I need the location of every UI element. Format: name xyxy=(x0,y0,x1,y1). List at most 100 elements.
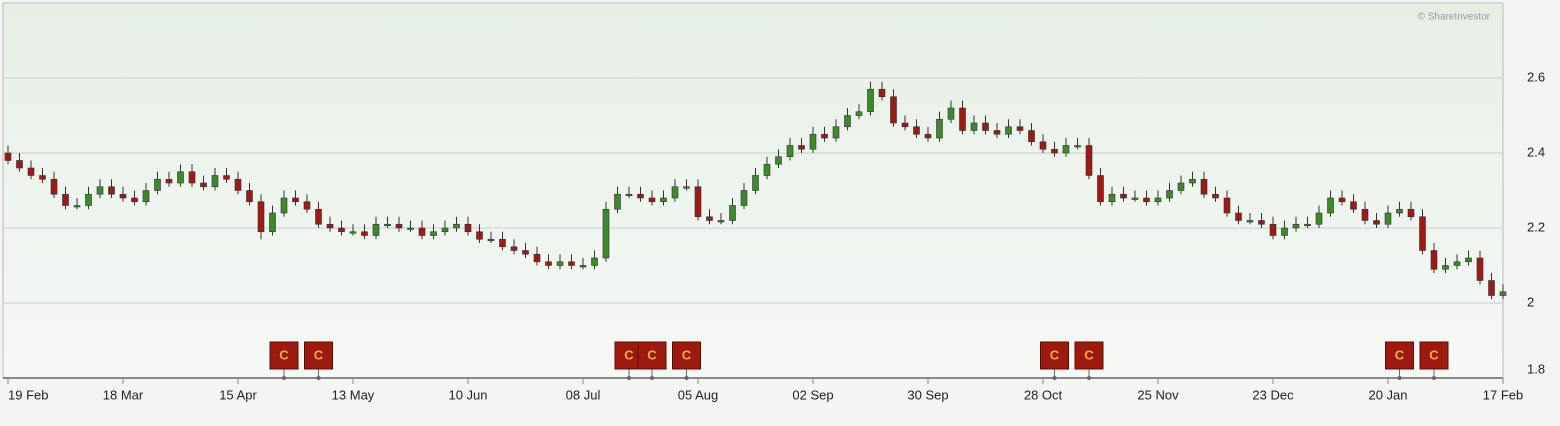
candle-body xyxy=(1465,257,1472,263)
candle-body xyxy=(763,163,771,176)
candle-body xyxy=(4,152,12,161)
candle-body xyxy=(1373,220,1380,225)
candle-body xyxy=(395,223,403,229)
candle-body xyxy=(1120,193,1127,199)
y-tick-label: 2.2 xyxy=(1527,219,1545,234)
candle-body xyxy=(1304,223,1311,227)
candle-body xyxy=(154,178,161,191)
candle-body xyxy=(959,107,966,131)
candle-body xyxy=(798,145,805,150)
candle-body xyxy=(441,227,449,233)
candle-body xyxy=(1246,220,1254,223)
candle-body xyxy=(545,261,552,266)
marker-label: C xyxy=(682,347,692,362)
candle-body xyxy=(349,231,357,234)
candle-body xyxy=(683,186,690,189)
candle-body xyxy=(579,265,587,268)
marker-dot xyxy=(684,376,689,380)
candle-body xyxy=(522,250,529,255)
candle-body xyxy=(407,227,414,230)
candle-body xyxy=(177,171,184,184)
candle-body xyxy=(1085,145,1093,176)
candle-body xyxy=(338,227,345,233)
marker-dot xyxy=(1087,376,1091,380)
x-tick-label: 08 Jul xyxy=(566,387,601,402)
candle-body xyxy=(1327,197,1334,214)
candle-body xyxy=(303,201,311,210)
x-tick-label: 30 Sep xyxy=(907,387,948,402)
candle-body xyxy=(924,133,932,139)
marker-box xyxy=(1074,341,1104,370)
candle-body xyxy=(740,190,748,206)
x-tick-label: 10 Jun xyxy=(448,387,487,402)
x-tick-label: 02 Sep xyxy=(792,387,833,402)
candle-body xyxy=(637,193,644,199)
candle-body xyxy=(982,122,989,131)
candle-body xyxy=(292,197,299,203)
candle-body xyxy=(430,231,437,236)
candle-body xyxy=(671,186,679,199)
candle-body xyxy=(223,175,230,180)
candle-body xyxy=(1154,197,1162,203)
candle-body xyxy=(533,253,541,263)
candle-body xyxy=(821,133,828,139)
candle-body xyxy=(269,212,276,233)
candle-body xyxy=(234,178,242,191)
x-tick-label: 20 Jan xyxy=(1368,387,1407,402)
candle-body xyxy=(1039,141,1047,150)
marker-label: C xyxy=(1050,347,1060,362)
candle-body xyxy=(602,208,610,259)
marker-box xyxy=(637,341,667,370)
candle-body xyxy=(1166,190,1173,199)
candle-body xyxy=(568,261,575,266)
x-tick-label: 28 Oct xyxy=(1024,387,1063,402)
candle-body xyxy=(315,208,322,225)
x-tick-label: 17 Feb xyxy=(1483,387,1523,402)
candle-body xyxy=(1407,208,1415,218)
candle-body xyxy=(1350,201,1357,210)
candle-body xyxy=(832,126,840,139)
candle-body xyxy=(280,197,288,214)
candle-body xyxy=(211,175,219,188)
marker-dot xyxy=(1397,376,1402,380)
marker-label: C xyxy=(279,347,289,362)
candle-body xyxy=(775,156,782,165)
candle-body xyxy=(73,205,81,208)
candle-body xyxy=(648,197,656,203)
candle-body xyxy=(142,190,150,203)
x-tick-label: 25 Nov xyxy=(1137,387,1179,402)
marker-label: C xyxy=(624,347,634,362)
marker-label: C xyxy=(647,347,657,362)
candle-body xyxy=(418,227,426,236)
marker-label: C xyxy=(314,347,324,362)
x-tick-label: 13 May xyxy=(332,387,375,402)
candle-body xyxy=(1488,280,1495,296)
candle-body xyxy=(510,246,518,251)
candle-body xyxy=(372,223,380,236)
candle-body xyxy=(1177,182,1185,191)
candle-body xyxy=(453,223,460,229)
y-tick-label: 2.6 xyxy=(1527,69,1545,84)
candle-body xyxy=(844,115,851,128)
candle-body xyxy=(1419,216,1426,251)
candle-body xyxy=(188,171,196,184)
marker-dot xyxy=(627,376,631,380)
candle-body xyxy=(717,220,725,223)
candle-body xyxy=(1223,197,1231,214)
candle-body xyxy=(729,205,736,221)
candle-body xyxy=(913,126,920,135)
candle-body xyxy=(1315,212,1323,225)
candle-body xyxy=(257,201,265,233)
candle-body xyxy=(1442,265,1449,270)
marker-dot xyxy=(282,376,286,380)
candle-body xyxy=(1189,178,1196,184)
marker-label: C xyxy=(1429,347,1439,362)
candle-body xyxy=(1338,197,1346,203)
candle-body xyxy=(1430,250,1438,270)
candle-body xyxy=(1143,197,1150,203)
candle-body xyxy=(1200,178,1208,195)
candle-body xyxy=(1131,197,1139,200)
candle-body xyxy=(165,178,173,184)
marker-label: C xyxy=(1084,347,1094,362)
